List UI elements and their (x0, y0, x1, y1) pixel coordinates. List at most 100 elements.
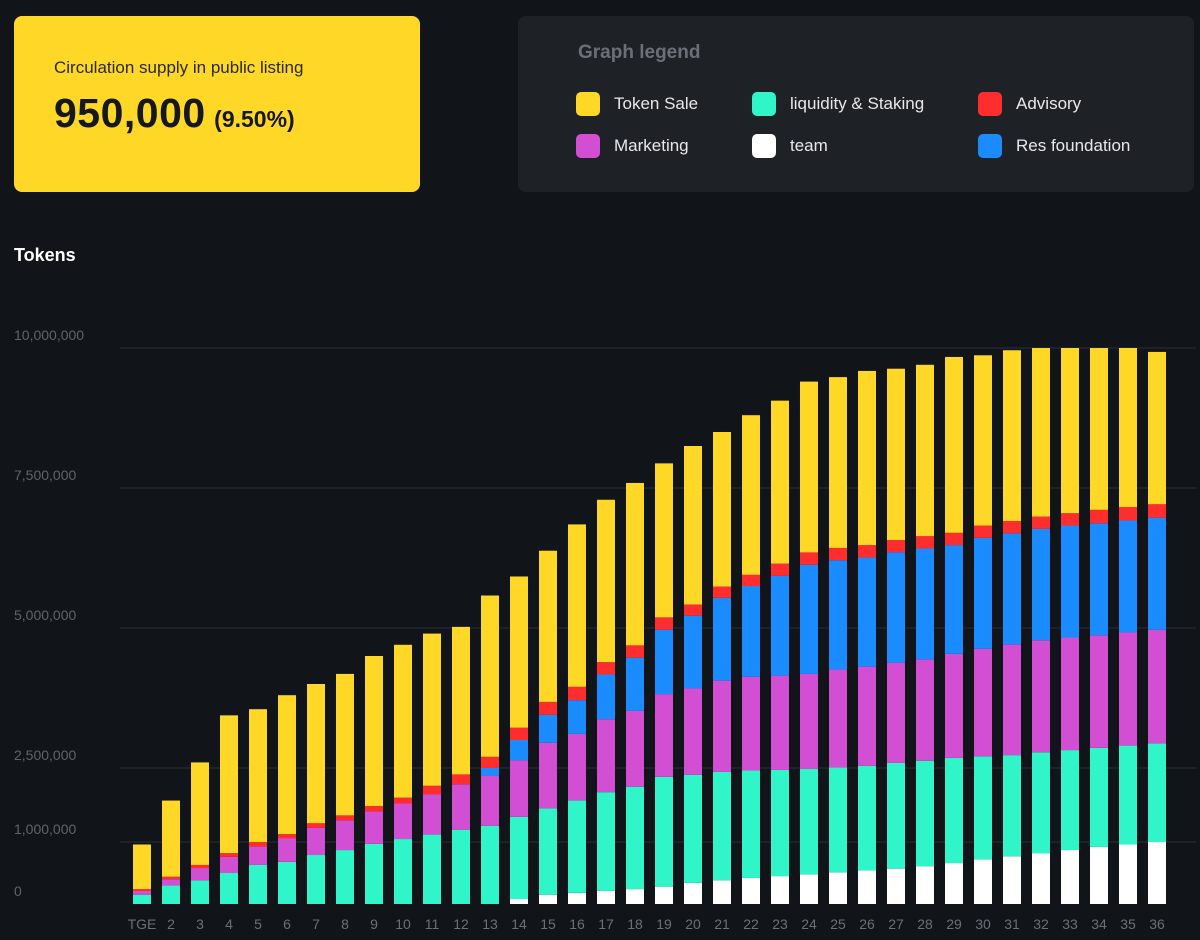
bar-segment-marketing (278, 838, 296, 862)
y-axis-title: Tokens (14, 245, 76, 265)
legend-item-marketing: Marketing (576, 134, 689, 158)
bar-segment-liquidity-staking (394, 839, 412, 904)
legend-item-team: team (752, 134, 828, 158)
x-tick-label: 22 (743, 916, 759, 932)
bar-segment-team (539, 894, 557, 904)
supply-value: 950,000 (54, 90, 206, 136)
bar-segment-token-sale (945, 356, 963, 533)
x-tick-label: 21 (714, 916, 730, 932)
bar-segment-team (858, 870, 876, 904)
legend-label: liquidity & Staking (790, 94, 925, 113)
bar-segment-res-foundation (1148, 517, 1166, 630)
bar-segment-res-foundation (800, 564, 818, 674)
legend-title: Graph legend (578, 42, 701, 63)
bar-segment-team (800, 874, 818, 904)
bar-segment-advisory (278, 834, 296, 839)
bar-segment-token-sale (1090, 348, 1108, 510)
x-tick-label: 18 (627, 916, 643, 932)
x-tick-label: 33 (1062, 916, 1078, 932)
bar-segment-liquidity-staking (423, 834, 441, 904)
bar-segment-advisory (626, 645, 644, 658)
x-tick-label: 7 (312, 916, 320, 932)
bar-segment-advisory (887, 540, 905, 553)
x-tick-label: 13 (482, 916, 498, 932)
bar-segment-team (597, 890, 615, 904)
bar-segment-token-sale (887, 368, 905, 541)
y-tick-label: 7,500,000 (14, 467, 76, 483)
bar-segment-advisory (597, 662, 615, 675)
bar-segment-res-foundation (1003, 533, 1021, 645)
bar-segment-advisory (742, 574, 760, 586)
bar-segment-token-sale (626, 482, 644, 646)
bar-segment-advisory (945, 532, 963, 546)
bar-segment-advisory (1090, 509, 1108, 524)
bar-segment-token-sale (162, 800, 180, 877)
x-tick-label: 31 (1004, 916, 1020, 932)
bar-segment-team (1003, 856, 1021, 904)
bar-segment-team (568, 892, 586, 904)
x-tick-label: 16 (569, 916, 585, 932)
x-tick-label: 5 (254, 916, 262, 932)
x-tick-label: 12 (453, 916, 469, 932)
bar-segment-advisory (162, 876, 180, 880)
bar-segment-res-foundation (858, 557, 876, 667)
bar-segment-liquidity-staking (655, 776, 673, 887)
bar-segment-advisory (249, 842, 267, 847)
bar-segment-res-foundation (916, 548, 934, 660)
legend-item-res-foundation: Res foundation (978, 134, 1130, 158)
x-tick-label: 27 (888, 916, 904, 932)
bar-segment-team (1032, 853, 1050, 904)
legend-label: Res foundation (1016, 136, 1131, 155)
bar-segment-token-sale (394, 644, 412, 798)
bar-segment-token-sale (829, 377, 847, 548)
bar-segment-res-foundation (481, 768, 499, 776)
bar-segment-team (1090, 846, 1108, 904)
bar-segment-marketing (191, 868, 209, 881)
legend-label: team (790, 136, 828, 155)
legend-label: Marketing (614, 136, 689, 155)
bar-segment-advisory (800, 552, 818, 565)
bar-segment-liquidity-staking (307, 855, 325, 904)
bar-segment-liquidity-staking (336, 850, 354, 904)
bar-segment-liquidity-staking (597, 792, 615, 891)
bar-segment-liquidity-staking (974, 756, 992, 860)
bar-segment-token-sale (1032, 348, 1050, 517)
bar-segment-liquidity-staking (945, 757, 963, 864)
team-swatch (752, 134, 776, 158)
res-foundation-swatch (978, 134, 1002, 158)
x-tick-label: 11 (425, 916, 440, 932)
bar-segment-liquidity-staking (365, 843, 383, 904)
bar-segment-liquidity-staking (887, 762, 905, 869)
bar-segment-marketing (220, 856, 238, 873)
bar-segment-advisory (336, 815, 354, 821)
bar-segment-token-sale (539, 550, 557, 702)
graph-legend: Graph legend Token Sale liquidity & Stak… (518, 16, 1194, 192)
bar-segment-marketing (916, 659, 934, 761)
bar-segment-advisory (365, 805, 383, 812)
circulation-supply-card: Circulation supply in public listing 950… (14, 16, 420, 192)
bar-segment-advisory (191, 864, 209, 869)
bar-segment-token-sale (510, 576, 528, 728)
bar-segment-team (626, 889, 644, 904)
bar-segment-team (713, 880, 731, 904)
bar-segment-marketing (1032, 640, 1050, 753)
x-tick-label: 24 (801, 916, 817, 932)
bar-segment-liquidity-staking (684, 774, 702, 883)
bar-segment-liquidity-staking (162, 885, 180, 904)
bar-segment-advisory (1003, 521, 1021, 534)
bar-segment-liquidity-staking (278, 861, 296, 904)
bar-segment-team (655, 886, 673, 904)
x-tick-label: 10 (395, 916, 411, 932)
y-tick-label: 10,000,000 (14, 327, 84, 343)
bar-segment-token-sale (191, 762, 209, 865)
legend-item-token-sale: Token Sale (576, 92, 698, 116)
bar-segment-advisory (684, 604, 702, 616)
x-tick-label: 34 (1091, 916, 1107, 932)
bar-segment-token-sale (568, 524, 586, 687)
x-tick-label: 28 (917, 916, 933, 932)
bar-segment-res-foundation (974, 537, 992, 649)
bar-segment-marketing (133, 890, 151, 895)
bar-segment-res-foundation (655, 629, 673, 695)
bar-segment-marketing (1119, 632, 1137, 746)
bar-segment-liquidity-staking (771, 769, 789, 877)
